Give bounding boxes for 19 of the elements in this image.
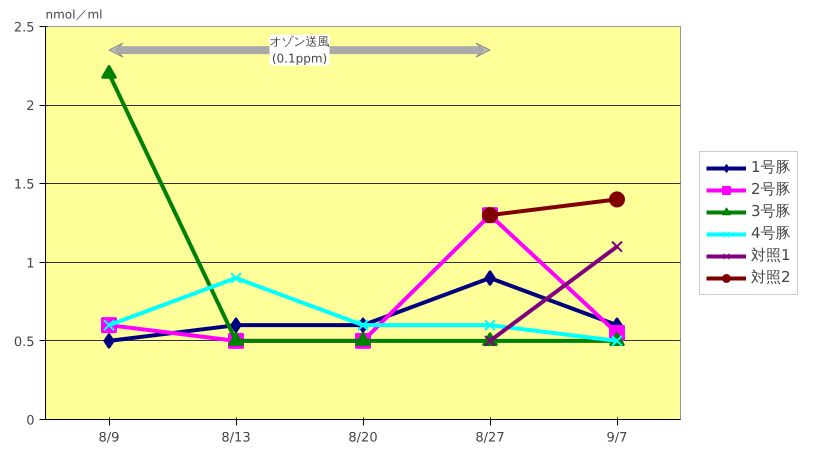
x-tick-label: 9/7 xyxy=(606,430,628,446)
legend-label: 4号豚 xyxy=(751,224,791,243)
x-tick-label: 8/9 xyxy=(98,430,120,446)
legend-label: 対照1 xyxy=(751,246,791,265)
y-tick-label: 1 xyxy=(26,256,35,272)
y-tick-label: 2 xyxy=(26,99,35,114)
y-tick-label: 0 xyxy=(26,414,35,428)
legend-label: 3号豚 xyxy=(751,202,791,221)
annotation: オゾン送風 (0.1ppm) xyxy=(270,34,330,66)
legend-label: 1号豚 xyxy=(751,158,791,177)
y-tick-label: 1.5 xyxy=(14,178,35,193)
legend-label: 対照2 xyxy=(751,268,791,287)
y-tick-label: 2.5 xyxy=(14,20,35,36)
legend-label: 2号豚 xyxy=(751,180,791,199)
x-tick-label: 8/13 xyxy=(221,430,251,446)
y-tick-label: 0.5 xyxy=(14,334,35,350)
y-axis-title: nmol／ml xyxy=(46,8,102,22)
x-tick-label: 8/20 xyxy=(348,430,378,446)
x-tick-label: 8/27 xyxy=(475,430,505,446)
